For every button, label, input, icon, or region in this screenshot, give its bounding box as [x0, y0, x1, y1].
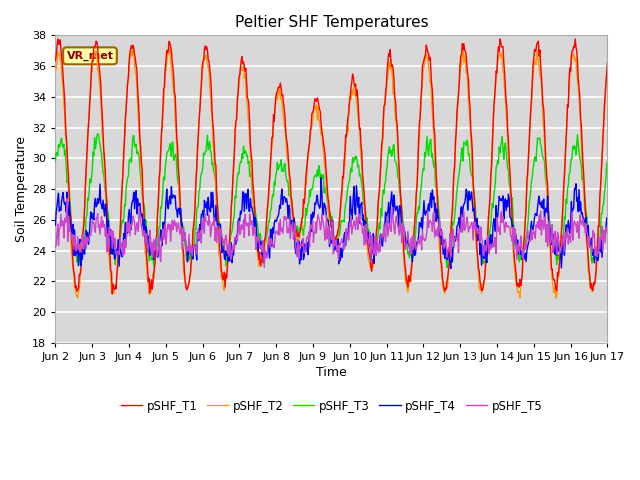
pSHF_T3: [175, 181, 183, 187]
pSHF_T4: [52, 222, 60, 228]
Line: pSHF_T3: pSHF_T3: [56, 134, 607, 268]
pSHF_T5: [52, 244, 60, 250]
pSHF_T2: [52, 66, 60, 72]
Line: pSHF_T2: pSHF_T2: [56, 48, 607, 298]
X-axis label: Time: Time: [316, 366, 347, 379]
pSHF_T4: [447, 265, 454, 271]
pSHF_T1: [604, 60, 611, 66]
pSHF_T5: [119, 253, 127, 259]
pSHF_T2: [552, 295, 560, 301]
Y-axis label: Soil Temperature: Soil Temperature: [15, 136, 28, 242]
pSHF_T5: [175, 225, 183, 230]
pSHF_T1: [399, 235, 407, 240]
pSHF_T2: [175, 192, 183, 198]
pSHF_T4: [175, 205, 182, 211]
pSHF_T2: [166, 45, 173, 51]
pSHF_T4: [604, 216, 611, 221]
pSHF_T3: [415, 207, 423, 213]
pSHF_T1: [415, 121, 423, 127]
pSHF_T2: [118, 186, 126, 192]
pSHF_T3: [399, 220, 407, 226]
pSHF_T5: [604, 230, 611, 236]
pSHF_T4: [317, 175, 325, 180]
pSHF_T5: [204, 222, 212, 228]
pSHF_T2: [204, 64, 212, 70]
Line: pSHF_T5: pSHF_T5: [56, 199, 607, 267]
pSHF_T3: [443, 265, 451, 271]
pSHF_T4: [61, 200, 69, 205]
Line: pSHF_T1: pSHF_T1: [56, 39, 607, 294]
pSHF_T1: [61, 119, 69, 124]
Text: VR_met: VR_met: [67, 51, 113, 61]
pSHF_T2: [604, 64, 611, 70]
pSHF_T3: [204, 147, 212, 153]
pSHF_T4: [204, 212, 211, 218]
Line: pSHF_T4: pSHF_T4: [56, 178, 607, 268]
pSHF_T3: [94, 131, 102, 137]
pSHF_T3: [604, 158, 611, 164]
pSHF_T1: [175, 174, 183, 180]
pSHF_T1: [572, 36, 579, 42]
pSHF_T5: [400, 224, 408, 230]
pSHF_T1: [119, 169, 127, 175]
pSHF_T1: [52, 58, 60, 63]
pSHF_T3: [119, 220, 127, 226]
pSHF_T5: [61, 220, 69, 226]
pSHF_T5: [63, 196, 71, 202]
pSHF_T2: [61, 132, 69, 138]
pSHF_T2: [399, 247, 407, 253]
pSHF_T1: [204, 57, 212, 62]
Title: Peltier SHF Temperatures: Peltier SHF Temperatures: [235, 15, 428, 30]
pSHF_T2: [415, 137, 423, 143]
pSHF_T1: [108, 291, 116, 297]
pSHF_T4: [118, 254, 126, 260]
pSHF_T5: [416, 237, 424, 242]
pSHF_T4: [399, 227, 407, 233]
pSHF_T4: [415, 220, 423, 226]
pSHF_T3: [61, 147, 69, 153]
pSHF_T5: [260, 264, 268, 270]
Legend: pSHF_T1, pSHF_T2, pSHF_T3, pSHF_T4, pSHF_T5: pSHF_T1, pSHF_T2, pSHF_T3, pSHF_T4, pSHF…: [116, 395, 547, 417]
pSHF_T3: [52, 158, 60, 164]
